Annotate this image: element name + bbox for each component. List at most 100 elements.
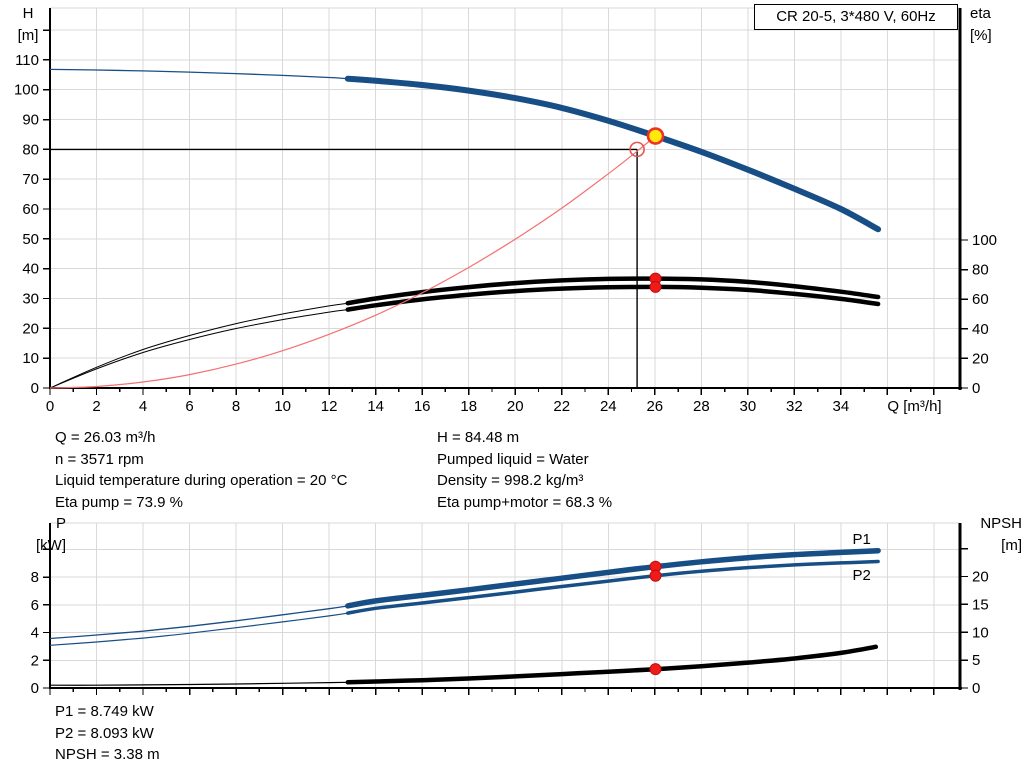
p2-curve [346,559,880,615]
left-tick-label: 90 [22,112,39,129]
x-tick-label: 10 [274,398,291,415]
x-axis-unit-label: Q [m³/h] [887,398,941,415]
right-tick-label: 15 [972,596,989,613]
x-tick-label: 14 [367,398,384,415]
left-tick-label: 50 [22,231,39,248]
right-tick-label: 5 [972,652,980,669]
curve-label-P2: P2 [853,567,871,584]
eta-axis-symbol: eta [970,5,991,22]
npsh-axis-symbol: NPSH [980,515,1022,532]
left-tick-label: 20 [22,320,39,337]
p1-curve-thin [49,605,348,640]
x-tick-label: 34 [833,398,850,415]
hq-efficiency-chart: 0 2 4 6 8 10 12 14 16 18 20 22 24 26 28 30 32 34 Q [m³/h]0… [14,7,997,415]
x-tick-label: 30 [740,398,757,415]
duty-annotations-right: H = 84.48 m Pumped liquid = Water Densit… [437,427,612,513]
x-tick-label: 8 [232,398,240,415]
power-npsh-chart-ticks [43,547,968,695]
right-tick-label: 0 [972,680,980,697]
h-axis-symbol: H [22,5,34,22]
left-tick-label: 8 [31,569,39,586]
annotation-head: H = 84.48 m [437,429,520,446]
x-tick-label: 0 [46,398,54,415]
right-tick-label: 20 [972,569,989,586]
power-npsh-chart-frame [49,523,962,690]
left-tick-label: 80 [22,141,39,158]
annotation-pumped-liquid: Pumped liquid = Water [437,450,589,468]
left-tick-label: 10 [22,350,39,367]
annotation-p1: P1 = 8.749 kW [55,703,154,720]
duty-annotations-left: Q = 26.03 m³/h n = 3571 rpm Liquid tempe… [55,427,347,513]
left-tick-label: 0 [31,680,39,697]
pump-title-box: CR 20-5, 3*480 V, 60Hz [754,4,958,30]
left-tick-label: 110 [15,52,39,69]
p-axis-symbol: P [55,515,66,532]
annotation-speed: n = 3571 rpm [55,450,144,468]
left-tick-label: 6 [31,597,39,614]
right-tick-label: 40 [972,321,989,338]
power-annotations: P1 = 8.749 kW P2 = 8.093 kW NPSH = 3.38 … [55,701,160,766]
x-tick-label: 22 [553,398,570,415]
right-tick-label: 10 [972,624,989,641]
eta-pump-curve [345,276,881,306]
left-tick-label: 70 [22,171,39,188]
x-tick-label: 2 [92,398,100,415]
annotation-density: Density = 998.2 kg/m³ [437,472,584,490]
left-tick-label: 100 [14,82,39,99]
x-tick-label: 12 [321,398,338,415]
x-tick-label: 4 [139,398,147,415]
power-npsh-chart-grid [50,522,960,688]
power-npsh-chart: 0 2 4 6 8 0 5 10 15 20 P1 P2 [31,522,989,697]
eta-pump-motor-curve [345,284,881,312]
x-tick-label: 32 [786,398,803,415]
x-tick-label: 24 [600,398,617,415]
eta-axis-title: eta [%] [970,3,1020,47]
annotation-npsh: NPSH = 3.38 m [55,746,160,764]
left-tick-label: 0 [31,380,39,397]
eta-axis-unit: [%] [970,27,992,44]
npsh-point [649,663,662,676]
hq-efficiency-chart-ticks [43,29,968,395]
h-axis-unit: [m] [17,27,39,44]
eta-pump-curve-thin [49,302,348,389]
right-tick-label: 0 [972,380,980,397]
actual-duty-point [646,127,665,145]
requested-duty-point [629,141,645,158]
left-tick-label: 30 [22,291,39,308]
annotation-eta-pump: Eta pump = 73.9 % [55,493,183,511]
x-tick-label: 6 [185,398,193,415]
x-tick-label: 16 [414,398,431,415]
x-tick-label: 28 [693,398,710,415]
h-axis-title: H [m] [8,3,48,47]
x-tick-label: 18 [460,398,477,415]
npsh-axis-unit: [m] [1001,537,1022,554]
npsh-curve [345,644,879,685]
system-curve [49,135,656,389]
p-axis-unit: [kW] [36,537,66,554]
left-tick-label: 60 [22,201,39,218]
left-tick-label: 4 [31,625,39,642]
head-curve-thin [49,68,348,80]
p1-curve [345,547,881,609]
hq-efficiency-chart-frame [49,8,962,390]
right-tick-label: 100 [972,232,997,249]
annotation-liquid-temperature: Liquid temperature during operation = 20… [55,472,348,490]
eta-pump-motor-curve-thin [49,309,348,389]
head-curve [344,75,882,233]
npsh-axis-title: NPSH [m] [964,513,1022,557]
left-tick-label: 40 [22,261,39,278]
p-axis-title: P [kW] [2,513,66,557]
right-tick-label: 80 [972,262,989,279]
eta-pump-motor-point [649,280,662,293]
x-tick-label: 26 [646,398,663,415]
annotation-eta-pump-motor: Eta pump+motor = 68.3 % [437,493,613,511]
annotation-p2: P2 = 8.093 kW [55,724,154,742]
right-tick-label: 20 [972,350,989,367]
left-tick-label: 2 [31,652,39,669]
right-tick-label: 60 [972,291,989,308]
curve-label-P1: P1 [853,531,871,548]
hq-efficiency-chart-grid [50,7,960,388]
annotation-flow: Q = 26.03 m³/h [55,429,156,446]
